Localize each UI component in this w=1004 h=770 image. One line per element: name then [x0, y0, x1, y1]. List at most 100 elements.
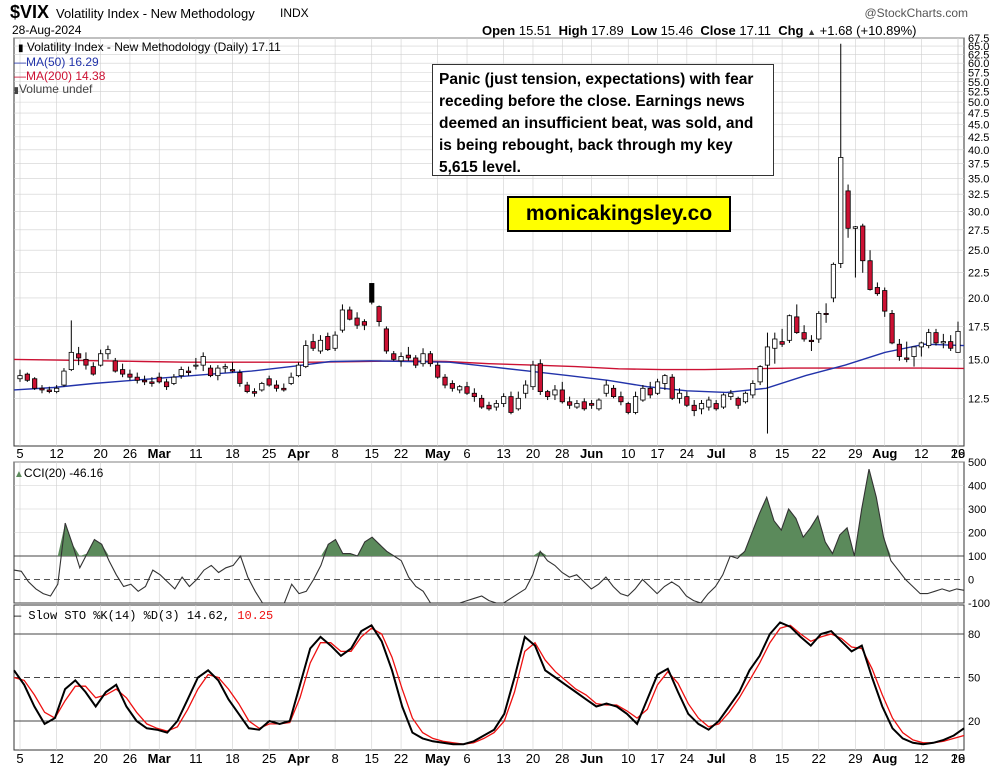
candle-body	[332, 334, 338, 349]
price-x-tick: 15	[775, 446, 789, 461]
sto-d-value: 10.25	[237, 609, 274, 623]
candle-body	[757, 366, 763, 383]
candle-body	[647, 387, 653, 396]
high-value: 17.89	[591, 23, 624, 38]
candle-body	[808, 339, 815, 343]
candle-body	[786, 315, 793, 341]
volume-icon: ▮	[14, 85, 19, 95]
price-x-tick: 8	[749, 446, 756, 461]
candle-body	[376, 306, 382, 323]
candle-body	[618, 396, 624, 403]
candle-body	[24, 373, 30, 381]
price-x-tick: Apr	[287, 446, 309, 461]
candle-body	[479, 397, 485, 408]
candle-body	[882, 290, 888, 312]
candle-body	[625, 403, 631, 413]
candle-body	[310, 341, 316, 349]
candle-body	[794, 316, 800, 334]
price-y-tick: 40.0	[968, 145, 989, 157]
candle-body	[845, 190, 851, 229]
candle-body	[149, 381, 155, 384]
sto-x-tick: Aug	[872, 751, 897, 766]
candle-body	[493, 403, 499, 408]
candle-body	[486, 404, 492, 410]
candle-body	[442, 376, 448, 386]
price-y-tick: 30.0	[968, 206, 989, 218]
volume-legend: ▮Volume undef	[14, 82, 92, 96]
price-y-tick: 15.0	[968, 354, 989, 366]
candle-body	[449, 383, 455, 389]
candle-body	[295, 364, 302, 377]
ma200-legend: —MA(200) 14.38	[14, 69, 106, 83]
price-x-tick: May	[425, 446, 451, 461]
sto-x-tick: 12	[49, 751, 63, 766]
sto-x-tick: Jun	[580, 751, 603, 766]
sto-legend: — Slow STO %K(14) %D(3) 14.62, 10.25	[14, 609, 274, 623]
candle-body	[120, 369, 126, 375]
candle-body	[537, 363, 543, 392]
sto-x-tick: 24	[680, 751, 694, 766]
candle-body	[596, 399, 602, 410]
candle-body	[676, 392, 683, 399]
candle-body	[237, 372, 243, 384]
candle-body	[141, 379, 148, 383]
low-label: Low	[630, 23, 657, 38]
candle-body	[567, 401, 573, 406]
price-y-tick: 47.5	[968, 108, 989, 120]
price-y-tick: 42.5	[968, 132, 989, 144]
candle-body	[706, 399, 712, 408]
brand-label: monicakingsley.co	[507, 196, 731, 232]
candle-body	[200, 356, 206, 366]
annotation-note: Panic (just tension, expectations) with …	[432, 64, 774, 176]
candle-body	[823, 313, 829, 315]
candle-body	[303, 345, 309, 368]
candle-body	[867, 260, 873, 290]
candle-body	[171, 376, 177, 384]
candle-body	[61, 370, 67, 386]
price-legend: ▮ Volatility Index - New Methodology (Da…	[18, 40, 281, 54]
candle-body	[640, 387, 646, 401]
candle-body	[926, 332, 932, 346]
candle-body	[860, 225, 866, 262]
price-x-tick: 13	[496, 446, 510, 461]
candle-body	[259, 383, 265, 391]
candle-body	[728, 392, 734, 398]
candle-body	[317, 339, 324, 352]
candle-body	[662, 375, 668, 384]
candle-body	[852, 226, 858, 229]
sto-x-tick: 26	[951, 751, 965, 766]
price-y-tick: 17.5	[968, 321, 989, 333]
cci-y-tick: 500	[968, 457, 986, 469]
cci-y-tick: 200	[968, 528, 986, 540]
candle-body	[457, 386, 463, 391]
sto-x-tick: 20	[93, 751, 107, 766]
candle-body	[464, 386, 470, 394]
candle-body	[273, 384, 280, 389]
price-x-tick: 5	[16, 446, 23, 461]
sto-x-tick: 15	[365, 751, 379, 766]
candle-body	[54, 387, 60, 392]
candle-body	[698, 403, 705, 410]
price-x-tick: 26	[123, 446, 137, 461]
candle-body	[830, 263, 837, 299]
candle-body	[911, 346, 917, 357]
close-label: Close	[700, 23, 736, 38]
sto-x-tick: 29	[848, 751, 862, 766]
sto-x-tick: 6	[463, 751, 470, 766]
cci-y-tick: 300	[968, 504, 986, 516]
sto-x-tick: 8	[331, 751, 338, 766]
candle-body	[559, 389, 565, 403]
sto-d-line	[13, 624, 965, 745]
price-y-tick: 67.5	[968, 33, 989, 45]
sto-legend-label: Slow STO %K(14) %D(3) 14.62,	[28, 609, 231, 623]
price-x-tick: 11	[189, 446, 203, 461]
candle-body	[610, 387, 617, 398]
sto-x-tick: 25	[262, 751, 276, 766]
candle-body	[185, 370, 192, 373]
price-x-tick: 25	[262, 446, 276, 461]
price-y-tick: 57.5	[968, 67, 989, 79]
price-y-tick: 27.5	[968, 225, 989, 237]
candle-body	[918, 342, 924, 348]
security-name: Volatility Index - New Methodology	[56, 6, 255, 21]
price-x-tick: 20	[526, 446, 540, 461]
